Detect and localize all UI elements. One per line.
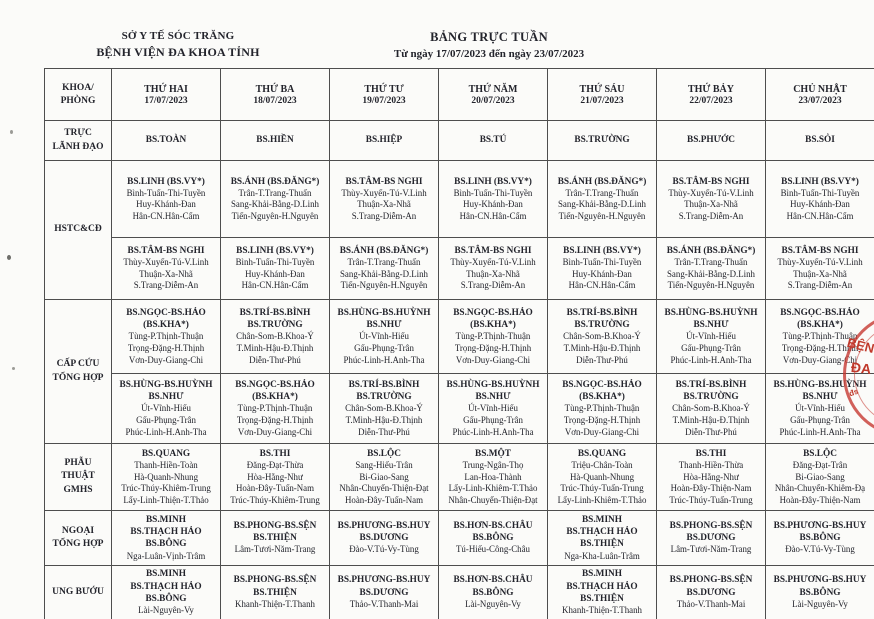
day-header: THỨ SÁU 21/07/2023 <box>547 68 657 121</box>
schedule-cell: BS.TÂM-BS NGHI Thùy-Xuyến-Tú-V.Linh Thuận-… <box>329 160 439 238</box>
schedule-cell: BS.PHONG-BS.SỆN BS.DƯƠNG Thảo-V.Thanh-Mai <box>656 565 766 619</box>
schedule-cell: BS.THI Thanh-Hiền-Thừa Hòa-Hằng-Như Hoàn-Đâ… <box>656 443 766 511</box>
schedule-cell: BS.ÁNH (BS.ĐĂNG*) Trân-T.Trang-Thuấn Sang-… <box>656 237 766 300</box>
schedule-cell: BS.TOÀN <box>111 120 221 161</box>
schedule-cell: BS.LINH (BS.VY*) Bình-Tuấn-Thi-Tuyền Huy-K… <box>438 160 548 238</box>
schedule-table: KHOA/PHÒNG THỨ HAI 17/07/2023 THỨ BA 18/07/2… <box>44 68 874 619</box>
schedule-cell: BS.NGỌC-BS.HẢO (BS.KHA*) Tùng-P.Thịnh-Thuậ… <box>220 373 330 444</box>
schedule-cell: BS.TÂM-BS NGHI Thùy-Xuyến-Tú-V.Linh Thuận-… <box>438 237 548 300</box>
schedule-cell: BS.HÙNG-BS.HUỲNH BS.NHƯ Út-Vĩnh-Hiếu Gấu-Ph… <box>656 299 766 374</box>
day-header: THỨ BA 18/07/2023 <box>220 68 330 121</box>
schedule-cell: BS.ÁNH (BS.ĐĂNG*) Trân-T.Trang-Thuấn Sang-… <box>547 160 657 238</box>
date-range: Từ ngày 17/07/2023 đến ngày 23/07/2023 <box>393 48 585 60</box>
department-name: SỞ Y TẾ SÓC TRĂNG <box>121 30 235 42</box>
scan-artifact <box>7 255 11 260</box>
schedule-cell: BS.MINH BS.THẠCH HẢO BS.THIỆN Nga-Kha-Luân-… <box>547 510 657 566</box>
page-title: BẢNG TRỰC TUẦN <box>430 30 548 44</box>
org-header: SỞ Y TẾ SÓC TRĂNG BỆNH VIỆN ĐA KHOA TỈNH <box>44 30 312 60</box>
schedule-cell: BS.HÙNG-BS.HUỲNH BS.NHƯ Út-Vĩnh-Hiếu Gấu-Ph… <box>111 373 221 444</box>
row-label-truc-lanh-dao: TRỰC LÃNH ĐẠO <box>44 120 112 161</box>
schedule-cell: BS.TÂM-BS NGHI Thùy-Xuyến-Tú-V.Linh Thuận-… <box>656 160 766 238</box>
schedule-cell: BS.TRƯỜNG <box>547 120 657 161</box>
schedule-cell: BS.TRÍ-BS.BÌNH BS.TRƯỜNG Chân-Som-B.Khoa-Ý… <box>656 373 766 444</box>
row-label-cap-cuu-tong-hop: CẤP CỨU TỔNG HỢP <box>44 299 112 444</box>
schedule-cell: BS.PHƯƠNG-BS.HUY BS.BÔNG Lài-Nguyên-Vy <box>765 565 874 619</box>
schedule-cell: BS.TRÍ-BS.BÌNH BS.TRƯỜNG Chân-Som-B.Khoa-Ý… <box>547 299 657 374</box>
schedule-cell: BS.PHONG-BS.SỆN BS.DƯƠNG Lâm-Tươi-Năm-Tran… <box>656 510 766 566</box>
row-label-phau-thuat-gmhs: PHẪU THUẬT GMHS <box>44 443 112 511</box>
schedule-cell: BS.TÂM-BS NGHI Thùy-Xuyến-Tú-V.Linh Thuận-… <box>111 237 221 300</box>
schedule-cell: BS.ÁNH (BS.ĐĂNG*) Trân-T.Trang-Thuấn Sang-… <box>329 237 439 300</box>
schedule-cell: BS.MINH BS.THẠCH HẢO BS.THIỆN Khanh-Thiện-T… <box>547 565 657 619</box>
schedule-cell: BS.THI Đăng-Đạt-Thừa Hòa-Hằng-Như Hoàn-Đây-… <box>220 443 330 511</box>
schedule-cell: BS.PHONG-BS.SỆN BS.THIỆN Lâm-Tươi-Năm-Tran… <box>220 510 330 566</box>
schedule-cell: BS.HIỀN <box>220 120 330 161</box>
day-header: THỨ NĂM 20/07/2023 <box>438 68 548 121</box>
schedule-cell: BS.LINH (BS.VY*) Bình-Tuấn-Thi-Tuyền Huy-K… <box>111 160 221 238</box>
corner-header: KHOA/PHÒNG <box>44 68 112 121</box>
schedule-cell: BS.PHƯỚC <box>656 120 766 161</box>
row-label-ngoai-tong-hop: NGOẠI TỔNG HỢP <box>44 510 112 566</box>
scan-artifact <box>12 367 15 370</box>
schedule-cell: BS.MINH BS.THẠCH HẢO BS.BÔNG Lài-Nguyên-Vy <box>111 565 221 619</box>
red-seal-text: ĐA <box>850 358 873 378</box>
hospital-name: BỆNH VIỆN ĐA KHOA TỈNH <box>96 45 260 59</box>
scan-artifact <box>10 130 13 134</box>
schedule-cell: BS.LINH (BS.VY*) Bình-Tuấn-Thi-Tuyền Huy-K… <box>765 160 874 238</box>
row-label-ung-buou: UNG BƯỚU <box>44 565 112 619</box>
schedule-cell: BS.NGỌC-BS.HẢO (BS.KHA*) Tùng-P.Thịnh-Thuậ… <box>438 299 548 374</box>
schedule-cell: BS.NGỌC-BS.HẢO (BS.KHA*) Tùng-P.Thịnh-Thuậ… <box>547 373 657 444</box>
schedule-cell: BS.TÚ <box>438 120 548 161</box>
schedule-cell: BS.QUANG Triệu-Chân-Toàn Hà-Quanh-Nhung Trú… <box>547 443 657 511</box>
schedule-cell: BS.HIỆP <box>329 120 439 161</box>
schedule-cell: BS.LINH (BS.VY*) Bình-Tuấn-Thi-Tuyền Huy-K… <box>220 237 330 300</box>
schedule-cell: BS.SỎI <box>765 120 874 161</box>
schedule-cell: BS.ÁNH (BS.ĐĂNG*) Trân-T.Trang-Thuấn Sang-… <box>220 160 330 238</box>
day-header: CHỦ NHẬT 23/07/2023 <box>765 68 874 121</box>
schedule-cell: BS.MỘT Trung-Ngân-Thọ Lan-Hoa-Thành Lẩy-Lin… <box>438 443 548 511</box>
day-header: THỨ TƯ 19/07/2023 <box>329 68 439 121</box>
row-label-hstc-cd: HSTC&CĐ <box>44 160 112 300</box>
schedule-cell: BS.HÙNG-BS.HUỲNH BS.NHƯ Út-Vĩnh-Hiếu Gấu-Ph… <box>438 373 548 444</box>
schedule-cell: BS.PHONG-BS.SỆN BS.THIỆN Khanh-Thiện-T.Tha… <box>220 565 330 619</box>
schedule-cell: BS.TRÍ-BS.BÌNH BS.TRƯỜNG Chân-Som-B.Khoa-Ý… <box>329 373 439 444</box>
schedule-cell: BS.HƠN-BS.CHÂU BS.BÔNG Tú-Hiếu-Công-Châu <box>438 510 548 566</box>
schedule-cell: BS.TRÍ-BS.BÌNH BS.TRƯỜNG Chân-Som-B.Khoa-Ý… <box>220 299 330 374</box>
schedule-cell: BS.PHƯƠNG-BS.HUY BS.DƯƠNG Đào-V.Tú-Vy-Tùng <box>329 510 439 566</box>
schedule-cell: BS.LỘC Đăng-Đạt-Trân Bi-Giao-Sang Nhân-Chuy… <box>765 443 874 511</box>
schedule-cell: BS.HƠN-BS.CHÂU BS.BÔNG Lài-Nguyên-Vy <box>438 565 548 619</box>
schedule-cell: BS.LỘC Sang-Hiếu-Trân Bi-Giao-Sang Nhân-Chu… <box>329 443 439 511</box>
schedule-cell: BS.HÙNG-BS.HUỲNH BS.NHƯ Út-Vĩnh-Hiếu Gấu-Ph… <box>329 299 439 374</box>
schedule-cell: BS.PHƯƠNG-BS.HUY BS.BÔNG Đào-V.Tú-Vy-Tùng <box>765 510 874 566</box>
schedule-cell: BS.TÂM-BS NGHI Thùy-Xuyến-Tú-V.Linh Thuận-… <box>765 237 874 300</box>
day-header: THỨ HAI 17/07/2023 <box>111 68 221 121</box>
title-block: BẢNG TRỰC TUẦN Từ ngày 17/07/2023 đến ng… <box>348 30 630 60</box>
schedule-cell: BS.PHƯƠNG-BS.HUY BS.DƯƠNG Thảo-V.Thanh-Mai <box>329 565 439 619</box>
schedule-cell: BS.MINH BS.THẠCH HẢO BS.BÔNG Nga-Luân-Vịnh-… <box>111 510 221 566</box>
schedule-cell: BS.NGỌC-BS.HẢO (BS.KHA*) Tùng-P.Thịnh-Thuậ… <box>111 299 221 374</box>
schedule-cell: BS.QUANG Thanh-Hiền-Toàn Hà-Quanh-Nhung Trú… <box>111 443 221 511</box>
schedule-cell: BS.LINH (BS.VY*) Bình-Tuấn-Thi-Tuyền Huy-K… <box>547 237 657 300</box>
day-header: THỨ BẢY 22/07/2023 <box>656 68 766 121</box>
